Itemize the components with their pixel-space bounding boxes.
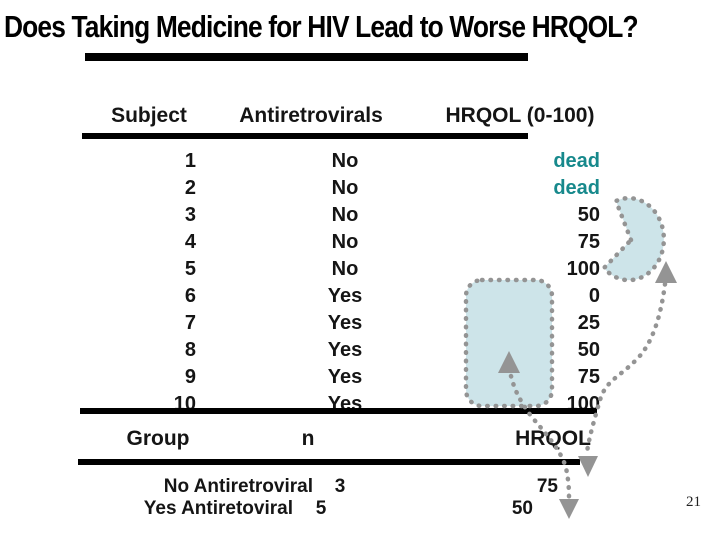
table-row: 7 Yes 25 bbox=[0, 310, 720, 337]
table-cell-antiretrovirals: No bbox=[331, 258, 359, 280]
table-cell-hrqol: 50 bbox=[577, 204, 600, 226]
table-row: 5 No 100 bbox=[0, 256, 720, 283]
table-cell-subject: 9 bbox=[184, 366, 196, 388]
page-number: 21 bbox=[686, 494, 701, 510]
table-cell-hrqol: 50 bbox=[577, 339, 600, 361]
table-cell-hrqol: 25 bbox=[577, 312, 600, 334]
table-cell-antiretrovirals: Yes bbox=[327, 312, 363, 334]
group-header-hrqol: HRQOL bbox=[515, 427, 591, 450]
table-cell-antiretrovirals: Yes bbox=[327, 339, 363, 361]
column-header-antiretrovirals: Antiretrovirals bbox=[239, 104, 383, 127]
table-cell-subject: 1 bbox=[184, 150, 196, 172]
summary-row-hrqol: 50 bbox=[511, 498, 533, 519]
table-row: 6 Yes 0 bbox=[0, 283, 720, 310]
table-cell-subject: 5 bbox=[184, 258, 196, 280]
table-cell-antiretrovirals: Yes bbox=[327, 366, 363, 388]
header-rule bbox=[82, 133, 528, 139]
summary-row-group: Yes Antiretoviral bbox=[143, 498, 293, 519]
table-cell-hrqol: dead bbox=[553, 150, 600, 172]
summary-row-hrqol: 75 bbox=[536, 476, 558, 497]
table-row: 2 No dead bbox=[0, 175, 720, 202]
arrowhead-down-icon bbox=[578, 456, 598, 477]
group-header-n: n bbox=[301, 427, 315, 450]
slide-title: Does Taking Medicine for HIV Lead to Wor… bbox=[4, 9, 639, 44]
table-cell-subject: 6 bbox=[184, 285, 196, 307]
table-cell-hrqol: 75 bbox=[577, 366, 600, 388]
summary-row-n: 5 bbox=[315, 498, 327, 519]
table-cell-hrqol: 0 bbox=[588, 285, 600, 307]
column-header-hrqol: HRQOL (0-100) bbox=[445, 104, 595, 127]
group-header-rule bbox=[78, 459, 580, 465]
summary-row-n: 3 bbox=[334, 476, 346, 497]
title-underline bbox=[85, 53, 528, 61]
table-cell-subject: 7 bbox=[184, 312, 196, 334]
table-row: 4 No 75 bbox=[0, 229, 720, 256]
group-header-group: Group bbox=[126, 427, 190, 450]
summary-row-group: No Antiretroviral bbox=[163, 476, 313, 497]
table-cell-subject: 8 bbox=[184, 339, 196, 361]
column-header-subject: Subject bbox=[111, 104, 187, 127]
table-cell-antiretrovirals: No bbox=[331, 150, 359, 172]
table-row: 9 Yes 75 bbox=[0, 364, 720, 391]
table-row: 8 Yes 50 bbox=[0, 337, 720, 364]
table-cell-hrqol: 100 bbox=[566, 258, 600, 280]
table-cell-antiretrovirals: No bbox=[331, 231, 359, 253]
table-row: 3 No 50 bbox=[0, 202, 720, 229]
table-cell-hrqol: 75 bbox=[577, 231, 600, 253]
table-cell-antiretrovirals: Yes bbox=[327, 285, 363, 307]
table-bottom-rule bbox=[80, 408, 597, 414]
table-cell-subject: 4 bbox=[184, 231, 196, 253]
table-cell-hrqol: dead bbox=[553, 177, 600, 199]
table-row: 1 No dead bbox=[0, 148, 720, 175]
table-cell-subject: 2 bbox=[184, 177, 196, 199]
table-cell-antiretrovirals: No bbox=[331, 177, 359, 199]
table-cell-subject: 3 bbox=[184, 204, 196, 226]
table-cell-antiretrovirals: No bbox=[331, 204, 359, 226]
arrowhead-down-icon bbox=[559, 499, 579, 519]
